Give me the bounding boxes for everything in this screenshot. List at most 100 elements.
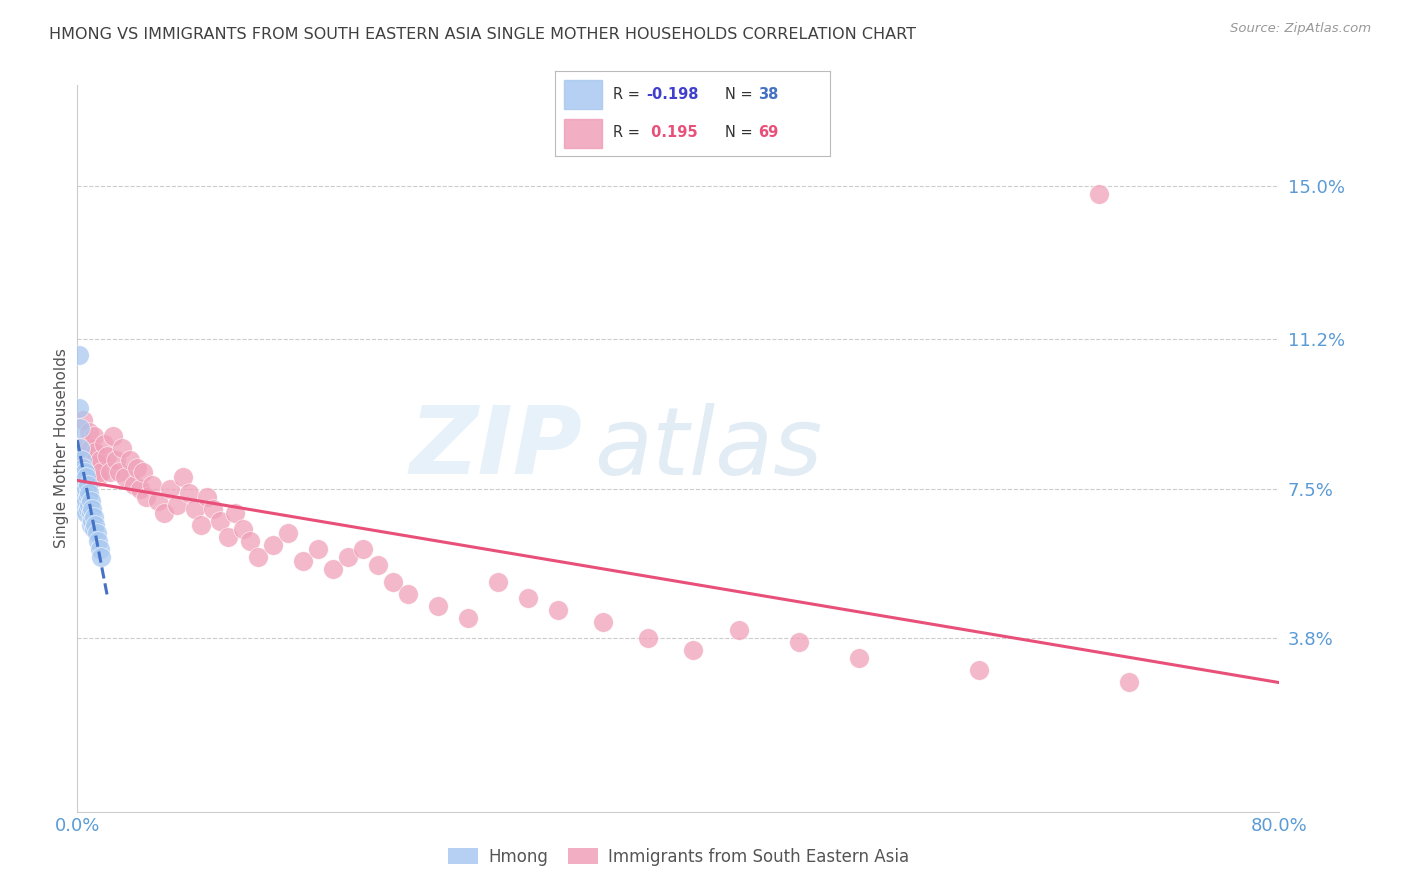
Point	[457, 611, 479, 625]
Text: R =: R =	[613, 125, 644, 140]
Point	[80, 442, 103, 455]
Text: Source: ZipAtlas.com: Source: ZipAtlas.com	[1230, 22, 1371, 36]
Point	[80, 518, 103, 533]
Bar	[564, 119, 602, 147]
Point	[75, 469, 97, 483]
Point	[427, 599, 450, 613]
Point	[72, 474, 94, 488]
Text: HMONG VS IMMIGRANTS FROM SOUTH EASTERN ASIA SINGLE MOTHER HOUSEHOLDS CORRELATION: HMONG VS IMMIGRANTS FROM SOUTH EASTERN A…	[49, 27, 917, 42]
Text: atlas: atlas	[595, 402, 823, 494]
Point	[291, 554, 314, 568]
Text: -0.198: -0.198	[645, 87, 699, 102]
Point	[75, 453, 97, 467]
Text: 69: 69	[758, 125, 779, 140]
Point	[69, 450, 91, 464]
Point	[183, 501, 205, 516]
Point	[100, 466, 122, 480]
Point	[73, 466, 96, 480]
Point	[105, 453, 128, 467]
Point	[367, 558, 389, 573]
Point	[72, 413, 94, 427]
Point	[96, 450, 118, 464]
Bar	[564, 80, 602, 109]
Point	[83, 509, 105, 524]
Point	[322, 562, 344, 576]
Point	[86, 526, 108, 541]
Point	[70, 466, 93, 480]
Point	[67, 401, 90, 415]
Y-axis label: Single Mother Households: Single Mother Households	[53, 348, 69, 549]
Point	[89, 542, 111, 557]
Point	[84, 445, 107, 459]
Point	[108, 466, 131, 480]
Text: N =: N =	[725, 87, 758, 102]
Point	[224, 506, 246, 520]
Point	[159, 482, 181, 496]
Point	[114, 469, 136, 483]
Point	[127, 461, 149, 475]
Point	[72, 498, 94, 512]
Text: ZIP: ZIP	[409, 402, 582, 494]
Point	[103, 429, 125, 443]
Point	[787, 635, 810, 649]
Point	[141, 477, 163, 491]
Point	[70, 477, 93, 491]
Point	[86, 458, 108, 472]
Point	[172, 469, 194, 483]
Point	[1118, 675, 1140, 690]
Point	[79, 485, 101, 500]
Point	[72, 485, 94, 500]
Point	[124, 477, 146, 491]
Point	[87, 534, 110, 549]
Point	[132, 466, 155, 480]
Point	[70, 466, 93, 480]
Text: N =: N =	[725, 125, 758, 140]
Point	[83, 429, 105, 443]
Point	[67, 348, 90, 362]
Point	[76, 469, 98, 483]
Point	[118, 453, 141, 467]
Point	[352, 542, 374, 557]
Point	[682, 643, 704, 657]
Point	[209, 514, 232, 528]
Legend: Hmong, Immigrants from South Eastern Asia: Hmong, Immigrants from South Eastern Asi…	[441, 841, 915, 872]
Point	[75, 493, 97, 508]
Point	[70, 490, 93, 504]
Point	[82, 501, 104, 516]
Point	[69, 442, 91, 455]
Point	[80, 506, 103, 520]
Point	[73, 501, 96, 516]
Point	[177, 485, 200, 500]
Point	[195, 490, 218, 504]
Point	[592, 615, 614, 629]
Point	[277, 526, 299, 541]
Point	[80, 493, 103, 508]
Point	[967, 664, 990, 678]
Point	[727, 623, 749, 637]
Point	[848, 651, 870, 665]
Point	[79, 498, 101, 512]
Point	[90, 466, 112, 480]
Point	[336, 550, 359, 565]
Point	[217, 530, 239, 544]
Point	[93, 437, 115, 451]
Point	[76, 501, 98, 516]
Point	[232, 522, 254, 536]
Point	[73, 477, 96, 491]
Point	[396, 587, 419, 601]
Point	[87, 469, 110, 483]
Point	[517, 591, 540, 605]
Point	[70, 453, 93, 467]
Point	[84, 518, 107, 533]
Point	[76, 477, 98, 491]
Point	[239, 534, 262, 549]
Point	[90, 550, 112, 565]
Point	[79, 425, 101, 439]
Point	[201, 501, 224, 516]
Point	[72, 461, 94, 475]
Point	[153, 506, 176, 520]
Point	[1088, 186, 1111, 201]
Point	[111, 442, 134, 455]
Point	[262, 538, 284, 552]
Point	[69, 421, 91, 435]
